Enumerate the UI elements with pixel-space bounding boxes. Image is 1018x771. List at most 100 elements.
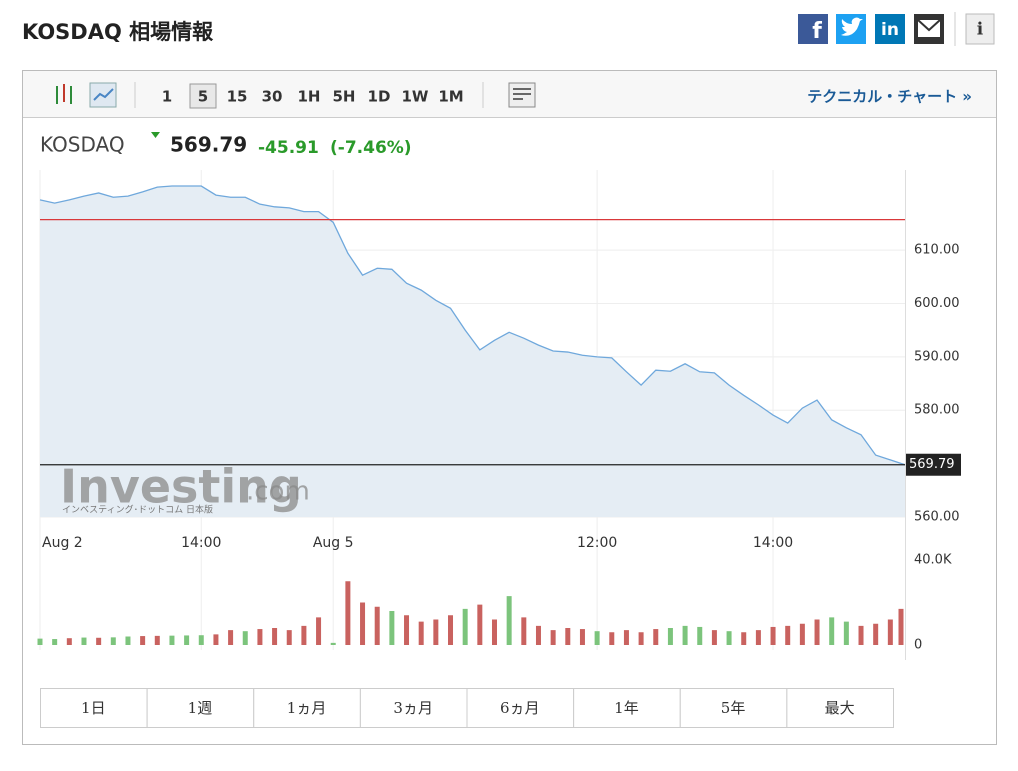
price-line xyxy=(39,185,906,466)
volume-bar xyxy=(316,617,322,645)
watermark-brand: Investing xyxy=(60,460,302,514)
y-tick-label: 600.00 xyxy=(914,296,960,311)
linkedin-glyph: in xyxy=(881,20,899,40)
interval-button[interactable]: 1H xyxy=(298,88,321,106)
x-tick-label: Aug 2 xyxy=(42,535,83,551)
interval-button[interactable]: 1W xyxy=(402,88,429,106)
volume-bar xyxy=(198,635,204,645)
volume-bar xyxy=(213,634,219,645)
volume-bar xyxy=(81,637,87,645)
volume-bar xyxy=(697,626,703,645)
interval-button[interactable]: 1 xyxy=(162,88,172,106)
volume-bar xyxy=(169,635,175,645)
last-price-tag xyxy=(905,453,961,476)
volume-bar xyxy=(418,621,424,645)
volume-bar xyxy=(491,619,497,645)
volume-bar xyxy=(898,608,904,645)
mail-flap xyxy=(917,19,941,32)
interval-group: 1 5 15 30 1H 5H 1D 1W 1M xyxy=(162,83,464,109)
volume-bar xyxy=(741,632,747,645)
range-button[interactable] xyxy=(40,688,148,728)
volume-bar xyxy=(301,625,307,645)
volume-bar xyxy=(462,608,468,645)
volume-bar xyxy=(814,619,820,645)
indicator-icon-glyph xyxy=(513,88,531,100)
volume-bar xyxy=(360,602,366,645)
interval-button[interactable]: 1M xyxy=(438,88,463,106)
volume-bar xyxy=(330,642,336,645)
range-button[interactable] xyxy=(253,688,361,728)
range-label: 1日 xyxy=(81,699,106,717)
volume-bar xyxy=(843,621,849,645)
volume-tick-label: 0 xyxy=(914,638,922,653)
interval-button[interactable]: 15 xyxy=(227,88,248,106)
x-tick-label: 12:00 xyxy=(577,535,617,551)
volume-bar xyxy=(594,631,600,645)
page-title: KOSDAQ 相場情報 xyxy=(22,20,214,44)
volume-bar xyxy=(799,623,805,645)
range-label: 1週 xyxy=(188,699,213,717)
range-button[interactable] xyxy=(146,688,255,728)
y-tick-label: 610.00 xyxy=(914,243,960,258)
volume-bar xyxy=(550,630,556,645)
volume-tick-label: 40.0K xyxy=(914,553,952,568)
range-button[interactable] xyxy=(786,688,894,728)
range-label: 1年 xyxy=(614,699,639,717)
interval-button[interactable]: 30 xyxy=(262,88,283,106)
x-tick-label: 14:00 xyxy=(753,535,793,551)
volume-bar xyxy=(653,629,659,645)
range-label: 6ヵ月 xyxy=(500,699,540,717)
info-icon[interactable] xyxy=(965,13,995,45)
twitter-bird xyxy=(841,17,863,36)
volume-bar xyxy=(873,623,879,645)
range-button[interactable] xyxy=(466,688,575,728)
volume-bar xyxy=(184,635,190,645)
volume-bar xyxy=(433,619,439,645)
y-tick-label: 560.00 xyxy=(914,510,960,525)
info-glyph: i xyxy=(977,20,984,40)
volume-bar xyxy=(858,625,864,645)
watermark-suffix: .com xyxy=(246,477,310,507)
volume-bar xyxy=(257,629,263,645)
interval-button[interactable]: 1D xyxy=(368,88,391,106)
volume-bar xyxy=(96,637,102,645)
volume-bar xyxy=(66,638,72,645)
volume-bar xyxy=(110,637,116,645)
linkedin-icon[interactable] xyxy=(875,14,905,44)
volume-bar xyxy=(887,619,893,645)
range-label: 5年 xyxy=(721,699,746,717)
range-buttons: 1日 1週 1ヵ月 3ヵ月 6ヵ月 1年 5年 最大 xyxy=(40,688,894,728)
volume-bar xyxy=(125,636,131,645)
candle-icon[interactable] xyxy=(56,84,72,104)
interval-button[interactable]: 5H xyxy=(333,88,356,106)
volume-bar xyxy=(404,615,410,645)
volume-bar xyxy=(506,596,512,645)
volume-bar xyxy=(448,615,454,645)
volume-bar xyxy=(755,630,761,645)
volume-bar xyxy=(521,617,527,645)
volume-bar xyxy=(389,611,395,645)
volume-bar xyxy=(242,631,248,645)
volume-bar xyxy=(37,638,43,645)
volume-bar xyxy=(477,604,483,645)
watermark-sub: インベスティング･ドットコム 日本版 xyxy=(62,504,213,516)
interval-button[interactable]: 5 xyxy=(198,88,208,106)
range-button[interactable] xyxy=(359,688,468,728)
volume-bar xyxy=(286,630,292,645)
range-label: 3ヵ月 xyxy=(393,699,433,717)
volume-bar xyxy=(609,632,615,645)
range-label: 1ヵ月 xyxy=(287,699,327,717)
volume-bar xyxy=(667,628,673,645)
volume-bar xyxy=(140,636,146,645)
volume-bar xyxy=(638,632,644,645)
last-price-label: 569.79 xyxy=(909,457,955,472)
share-icons: f in i xyxy=(798,12,995,46)
price-area xyxy=(40,186,905,517)
facebook-icon[interactable] xyxy=(798,14,828,44)
quote-change-percent: (-7.46%) xyxy=(330,138,412,158)
quote-price: 569.79 xyxy=(170,133,247,157)
technical-chart-link[interactable]: テクニカル・チャート » xyxy=(807,88,972,106)
